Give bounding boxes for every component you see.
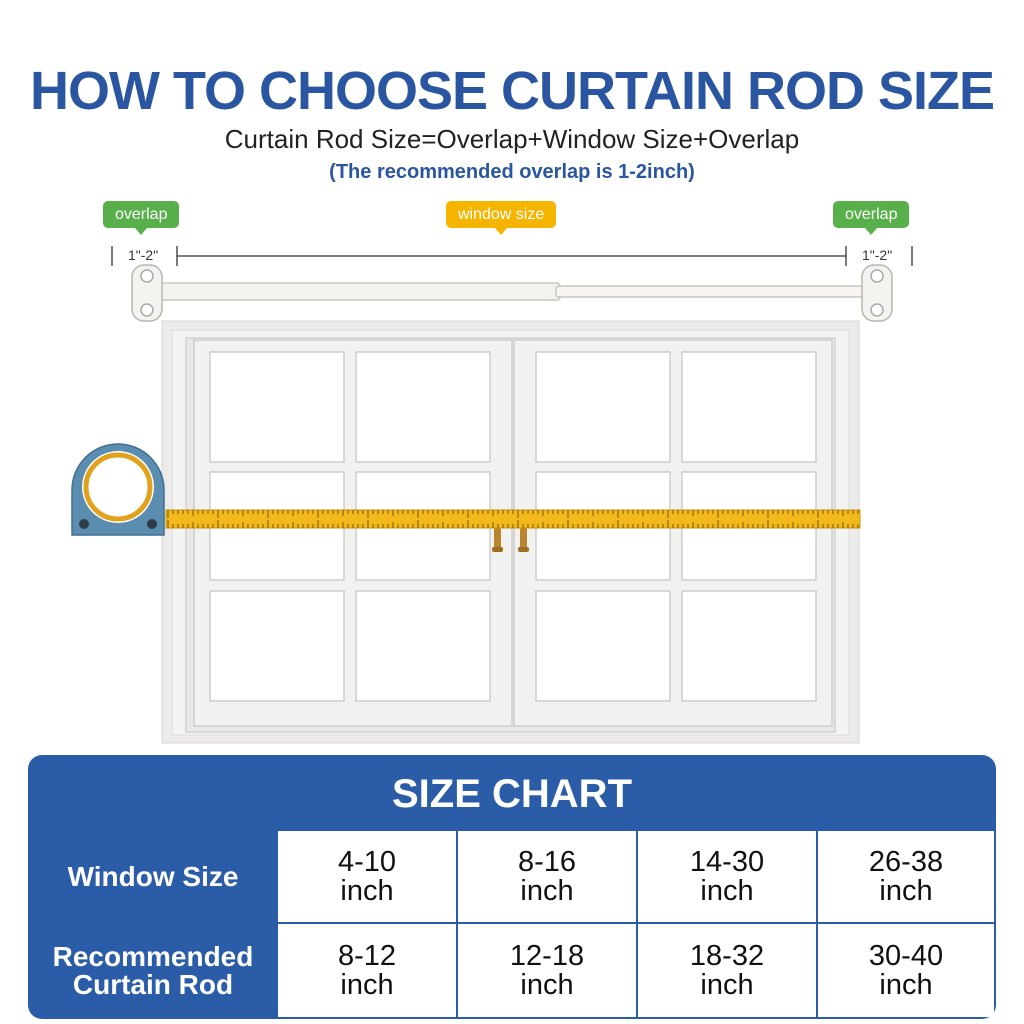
rod-size-cell: 18-32 inch <box>638 924 816 1017</box>
left-overlap-dimension: 1"-2" <box>128 247 159 263</box>
overlap-note: (The recommended overlap is 1-2inch) <box>329 161 695 183</box>
overlap-tag-left: overlap <box>103 201 180 235</box>
overlap-tag-right: overlap <box>833 201 910 235</box>
tag-pointer-icon <box>495 228 508 235</box>
page-title: HOW TO CHOOSE CURTAIN ROD SIZE <box>29 61 995 121</box>
window-size-tag: window size <box>446 201 557 235</box>
window-size-tag-label: window size <box>458 206 545 223</box>
tag-pointer-icon <box>135 228 148 235</box>
curtain-rod-illustration <box>71 246 913 744</box>
rod-size-cell: 8-12 inch <box>278 924 456 1017</box>
window-size-cell: 26-38 inch <box>818 831 994 922</box>
tape-measure <box>71 443 861 536</box>
window <box>161 320 860 744</box>
right-overlap-dimension: 1"-2" <box>862 247 893 263</box>
overlap-tag-right-label: overlap <box>845 206 898 223</box>
window-size-cell: 4-10 inch <box>278 831 456 922</box>
overlap-tag-left-label: overlap <box>115 206 168 223</box>
window-size-cell: 14-30 inch <box>638 831 816 922</box>
size-chart-title: SIZE CHART <box>392 772 632 816</box>
dimension-line <box>111 246 913 266</box>
window-handles <box>492 527 529 552</box>
curtain-rod <box>131 264 893 322</box>
rod-size-cell: 30-40 inch <box>818 924 994 1017</box>
tag-pointer-icon <box>865 228 878 235</box>
formula-text: Curtain Rod Size=Overlap+Window Size+Ove… <box>224 124 800 154</box>
size-chart: SIZE CHART Window Size Recommended Curta… <box>28 755 996 1019</box>
row-label-recommended-rod: Recommended Curtain Rod <box>52 940 254 1000</box>
row-label-window-size: Window Size <box>67 860 239 892</box>
rod-size-cell: 12-18 inch <box>458 924 636 1017</box>
window-size-cell: 8-16 inch <box>458 831 636 922</box>
